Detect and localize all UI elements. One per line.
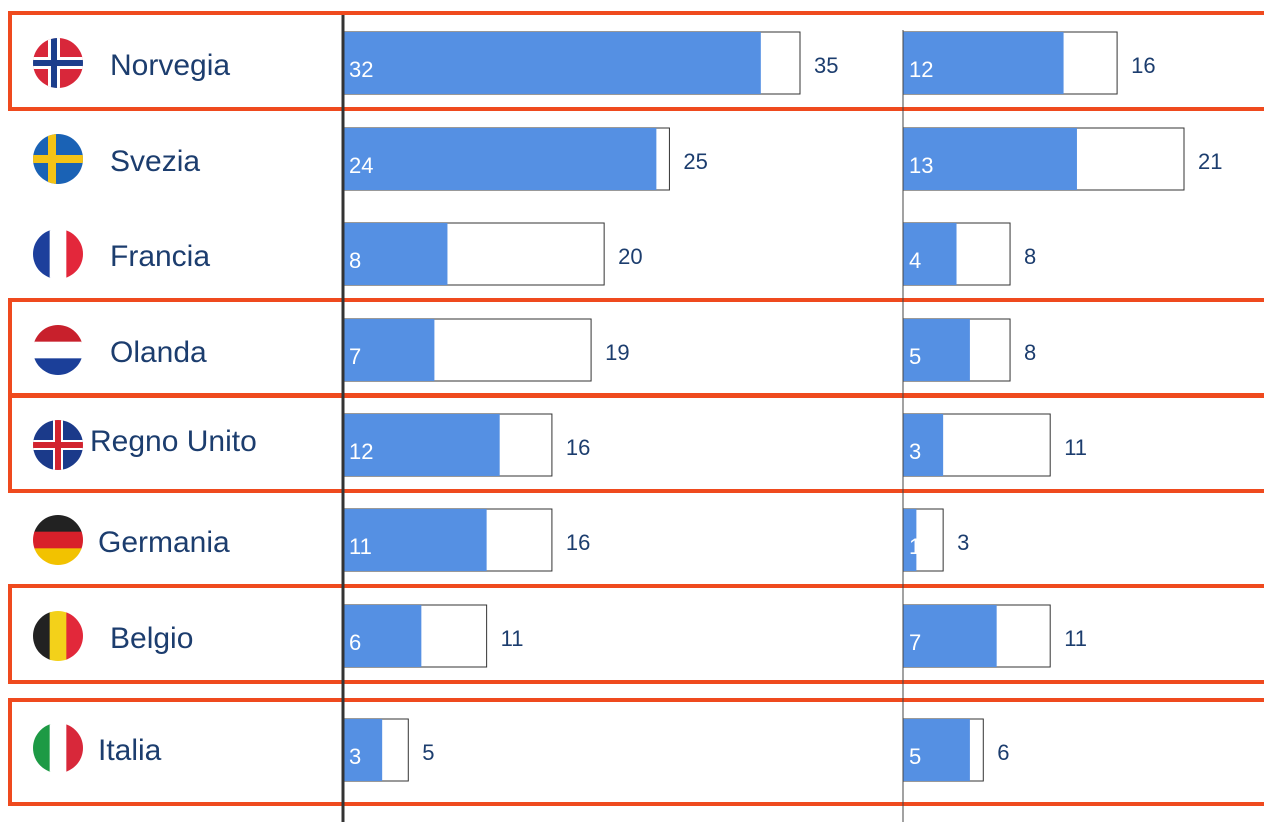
total-label: 6 (997, 740, 1009, 765)
total-label: 16 (566, 530, 590, 555)
total-label: 19 (605, 340, 629, 365)
category-label: Norvegia (110, 49, 230, 82)
value-label: 3 (349, 744, 361, 769)
value-label: 5 (909, 744, 921, 769)
value-bar (903, 319, 970, 381)
category-label: Germania (98, 526, 230, 559)
total-label: 5 (422, 740, 434, 765)
total-label: 11 (1064, 626, 1087, 651)
value-bar (343, 509, 487, 571)
value-bar (343, 414, 500, 476)
flag-icon (33, 515, 83, 565)
total-label: 11 (501, 626, 524, 651)
value-bar (343, 32, 761, 94)
total-label: 35 (814, 53, 838, 78)
flag-icon (33, 229, 83, 279)
category-label: Olanda (110, 336, 207, 369)
value-label: 6 (349, 630, 361, 655)
value-label: 7 (349, 344, 361, 369)
flag-icon (33, 134, 83, 184)
value-bar (903, 509, 917, 571)
total-label: 21 (1198, 149, 1222, 174)
value-bar (903, 719, 970, 781)
row-highlight (8, 698, 1264, 806)
total-label: 16 (1131, 53, 1155, 78)
total-label: 25 (683, 149, 707, 174)
value-label: 11 (349, 534, 372, 559)
value-label: 3 (909, 439, 921, 464)
value-bar (903, 605, 997, 667)
row-highlight (8, 11, 1264, 111)
value-label: 4 (909, 248, 921, 273)
value-bar (343, 128, 657, 190)
category-label: Svezia (110, 145, 200, 178)
row-highlight (8, 393, 1264, 493)
flag-icon (33, 611, 83, 661)
category-label: Francia (110, 240, 210, 273)
value-bar (343, 223, 448, 285)
flag-icon (33, 38, 83, 88)
value-bar (343, 319, 435, 381)
value-label: 8 (349, 248, 361, 273)
value-bar (903, 414, 944, 476)
total-label: 8 (1024, 340, 1036, 365)
total-label: 3 (957, 530, 969, 555)
value-label: 5 (909, 344, 921, 369)
value-label: 13 (909, 153, 933, 178)
value-bar (903, 32, 1064, 94)
flag-icon (33, 420, 83, 470)
value-label: 7 (909, 630, 921, 655)
value-bar (343, 719, 383, 781)
category-label: Italia (98, 734, 162, 767)
total-label: 16 (566, 435, 590, 460)
value-bar (903, 128, 1077, 190)
value-label: 12 (909, 57, 933, 82)
value-label: 24 (349, 153, 373, 178)
value-label: 1 (909, 534, 921, 559)
category-label: Belgio (110, 622, 193, 655)
row-highlight (8, 584, 1264, 684)
flag-icon (33, 325, 83, 375)
value-bar (903, 223, 957, 285)
flag-icon (33, 723, 83, 773)
total-label: 20 (618, 244, 642, 269)
value-label: 32 (349, 57, 373, 82)
category-label: Regno Unito (90, 425, 257, 458)
total-label: 8 (1024, 244, 1036, 269)
total-label: 11 (1064, 435, 1087, 460)
value-bar (343, 605, 422, 667)
value-label: 12 (349, 439, 373, 464)
